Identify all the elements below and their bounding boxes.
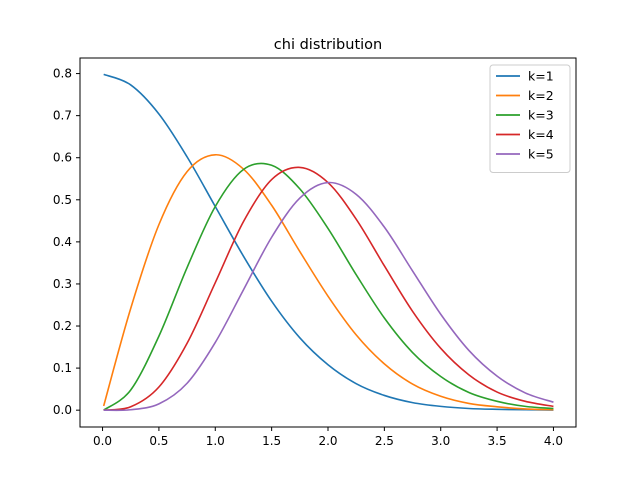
legend-label: k=2	[528, 88, 554, 103]
y-axis: 0.0 0.1 0.2 0.3 0.4 0.5 0.6 0.7 0.8	[53, 67, 80, 417]
legend: k=1 k=2 k=3 k=4 k=5	[489, 64, 571, 173]
x-tick-label: 2.0	[318, 434, 337, 448]
series-layer	[102, 73, 554, 412]
x-tick-label: 0.5	[149, 434, 168, 448]
legend-label: k=5	[528, 147, 554, 162]
y-tick-label: 0.0	[53, 403, 72, 417]
series-line-k-2	[102, 153, 554, 411]
x-tick-label: 3.5	[488, 434, 507, 448]
y-tick-label: 0.1	[53, 361, 72, 375]
y-tick-label: 0.4	[53, 235, 72, 249]
x-tick-label: 2.5	[375, 434, 394, 448]
x-tick-label: 4.0	[544, 434, 563, 448]
y-tick-label: 0.6	[53, 151, 72, 165]
legend-label: k=3	[528, 108, 554, 123]
legend-label: k=1	[528, 69, 554, 84]
legend-label: k=4	[528, 127, 554, 142]
chart-title: chi distribution	[274, 37, 382, 53]
series-line-k-5	[103, 181, 554, 412]
legend-box	[489, 64, 571, 173]
y-tick-label: 0.5	[53, 193, 72, 207]
x-tick-label: 0.0	[93, 434, 112, 448]
y-tick-label: 0.3	[53, 277, 72, 291]
x-tick-label: 1.5	[262, 434, 281, 448]
x-tick-label: 1.0	[206, 434, 225, 448]
y-tick-label: 0.7	[53, 109, 72, 123]
series-line-k-1	[103, 73, 554, 411]
y-tick-label: 0.8	[53, 67, 72, 81]
x-tick-label: 3.0	[431, 434, 450, 448]
series-line-k-3	[103, 162, 554, 411]
y-tick-label: 0.2	[53, 319, 72, 333]
x-axis: 0.0 0.5 1.0 1.5 2.0 2.5 3.0 3.5 4.0	[93, 427, 563, 448]
